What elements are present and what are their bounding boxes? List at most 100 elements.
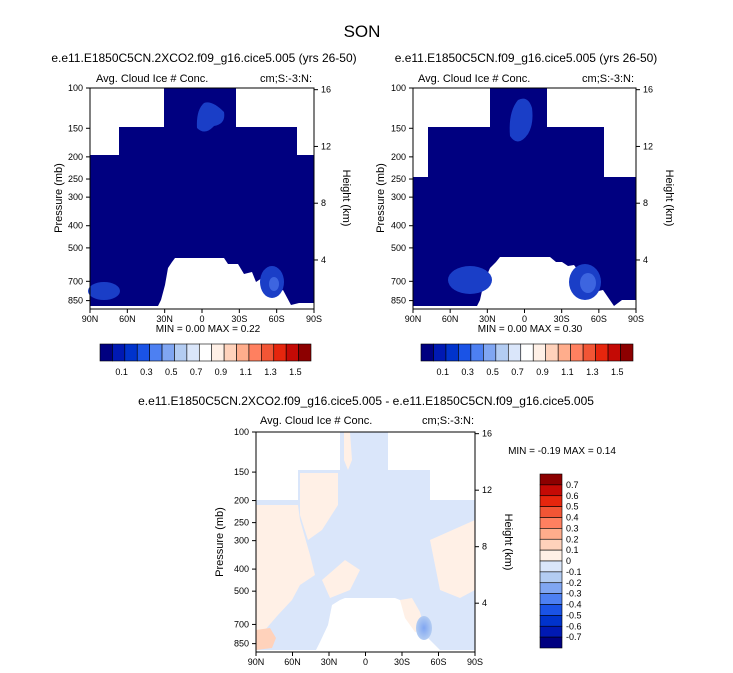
colorbar-label: 0.1 bbox=[566, 545, 579, 555]
colorbar-label: 0.3 bbox=[566, 523, 579, 533]
colorbar-panel-1: 0.1 0.3 0.5 0.7 0.9 1.1 1.3 1.5 bbox=[99, 343, 312, 377]
colorbar-swatch bbox=[298, 343, 312, 362]
panel-3-stats: MIN = -0.19 MAX = 0.14 bbox=[508, 446, 616, 457]
panel-3-warm-top-left bbox=[300, 473, 338, 540]
panel-3-y-label-right: Height (km) bbox=[502, 514, 514, 571]
colorbar-label: 0.5 bbox=[566, 502, 579, 512]
colorbar-swatch bbox=[236, 343, 250, 362]
y-tick-label: 100 bbox=[234, 427, 249, 437]
y-right-tick-label: 8 bbox=[321, 198, 326, 208]
colorbar-swatch bbox=[211, 343, 225, 362]
colorbar-swatch bbox=[539, 484, 563, 497]
panel-2-upper-lobe bbox=[509, 98, 533, 142]
y-tick-label: 150 bbox=[68, 123, 83, 133]
panel-2-plot-area bbox=[412, 87, 637, 310]
panel-1-x-axis: 90N 60N 30N 0 30S 60S 90S bbox=[82, 309, 322, 324]
colorbar-swatch bbox=[539, 506, 563, 518]
x-tick-label: 90N bbox=[82, 314, 99, 324]
colorbar-swatch bbox=[99, 343, 113, 362]
panel-2-lobe-left bbox=[448, 266, 492, 294]
y-tick-label: 400 bbox=[391, 221, 406, 231]
colorbar-label: 0.7 bbox=[511, 367, 524, 377]
colorbar-label: 0.4 bbox=[566, 513, 579, 523]
colorbar-swatch bbox=[582, 343, 596, 362]
colorbar-swatch bbox=[124, 343, 138, 362]
colorbar-swatch bbox=[273, 343, 287, 362]
y-tick-label: 400 bbox=[234, 564, 249, 574]
panel-1-y-axis-right: 16 12 8 4 bbox=[314, 85, 331, 265]
y-right-tick-label: 16 bbox=[321, 85, 331, 95]
y-tick-label: 250 bbox=[391, 174, 406, 184]
x-tick-label: 0 bbox=[199, 314, 204, 324]
colorbar-swatch bbox=[261, 343, 275, 362]
y-right-tick-label: 16 bbox=[482, 429, 492, 439]
y-tick-label: 700 bbox=[234, 619, 249, 629]
colorbar-label: 0.1 bbox=[115, 367, 128, 377]
x-tick-label: 60S bbox=[591, 314, 607, 324]
x-tick-label: 30N bbox=[479, 314, 496, 324]
colorbar-swatch bbox=[136, 343, 150, 362]
colorbar-swatch bbox=[539, 636, 563, 649]
colorbar-swatch bbox=[507, 343, 522, 362]
colorbar-swatch bbox=[248, 343, 262, 362]
colorbar-swatch bbox=[433, 343, 447, 362]
y-tick-label: 150 bbox=[234, 467, 249, 477]
panel-3-title: e.e11.E1850C5CN.2XCO2.f09_g16.cice5.005 … bbox=[138, 394, 594, 408]
colorbar-swatch bbox=[539, 593, 563, 605]
colorbar-swatch bbox=[186, 343, 200, 362]
colorbar-label: 0.6 bbox=[566, 491, 579, 501]
y-tick-label: 850 bbox=[234, 639, 249, 649]
x-tick-label: 0 bbox=[363, 657, 368, 667]
x-tick-label: 90N bbox=[405, 314, 422, 324]
panel-3: e.e11.E1850C5CN.2XCO2.f09_g16.cice5.005 … bbox=[138, 394, 616, 667]
x-tick-label: 90S bbox=[306, 314, 322, 324]
x-tick-label: 90N bbox=[248, 657, 265, 667]
colorbar-label: 0.5 bbox=[165, 367, 178, 377]
colorbar-panel-2: 0.1 0.3 0.5 0.7 0.9 1.1 1.3 1.5 bbox=[420, 343, 634, 377]
x-tick-label: 30N bbox=[321, 657, 338, 667]
y-right-tick-label: 12 bbox=[643, 141, 653, 151]
colorbar-diff: 0.70.60.50.40.30.20.10-0.1-0.2-0.3-0.4-0… bbox=[539, 473, 582, 649]
panel-2-right-label: cm;S:-3:N: bbox=[582, 73, 634, 85]
panel-1-y-axis: 100 150 200 250 300 400 500 700 850 bbox=[68, 83, 90, 306]
colorbar-swatch bbox=[445, 343, 459, 362]
colorbar-swatch bbox=[539, 582, 563, 594]
colorbar-swatch bbox=[161, 343, 175, 362]
x-tick-label: 60N bbox=[119, 314, 136, 324]
x-tick-label: 60N bbox=[442, 314, 459, 324]
colorbar-label: 1.5 bbox=[611, 367, 624, 377]
y-right-tick-label: 4 bbox=[482, 598, 487, 608]
panel-3-warm-left bbox=[256, 505, 315, 640]
colorbar-swatch bbox=[539, 538, 563, 551]
colorbar-label: -0.1 bbox=[566, 567, 582, 577]
colorbar-swatch bbox=[539, 571, 563, 584]
x-tick-label: 60S bbox=[269, 314, 285, 324]
panel-3-y-axis-right: 16 12 8 4 bbox=[475, 429, 492, 608]
colorbar-swatch bbox=[595, 343, 609, 362]
panel-3-warm-center bbox=[322, 560, 360, 598]
colorbar-label: -0.5 bbox=[566, 610, 582, 620]
y-tick-label: 700 bbox=[391, 276, 406, 286]
x-tick-label: 30S bbox=[554, 314, 570, 324]
panel-3-y-axis: 100 150 200 250 300 400 500 700 850 bbox=[234, 427, 256, 649]
colorbar-swatch bbox=[520, 343, 534, 362]
panel-1-y-label-right: Height (km) bbox=[340, 170, 352, 227]
panel-3-warm-top-right bbox=[344, 432, 352, 470]
panel-2-y-axis-right: 16 12 8 4 bbox=[636, 85, 653, 265]
panel-3-y-label: Pressure (mb) bbox=[214, 507, 226, 577]
colorbar-swatch bbox=[570, 343, 584, 362]
panel-1-lobe-left bbox=[88, 282, 120, 300]
colorbar-swatch bbox=[285, 343, 299, 362]
colorbar-label: 1.3 bbox=[264, 367, 277, 377]
colorbar-swatch bbox=[545, 343, 559, 362]
panel-3-plot-area bbox=[255, 431, 476, 653]
colorbar-label: 0.2 bbox=[566, 534, 579, 544]
colorbar-swatch bbox=[539, 517, 563, 529]
colorbar-swatch bbox=[470, 343, 484, 362]
panel-1-lobe-right-core bbox=[269, 277, 279, 291]
colorbar-label: -0.6 bbox=[566, 621, 582, 631]
panel-3-right-label: cm;S:-3:N: bbox=[422, 415, 474, 427]
colorbar-swatch bbox=[495, 343, 509, 362]
colorbar-label: 0.9 bbox=[215, 367, 228, 377]
y-tick-label: 850 bbox=[391, 296, 406, 306]
